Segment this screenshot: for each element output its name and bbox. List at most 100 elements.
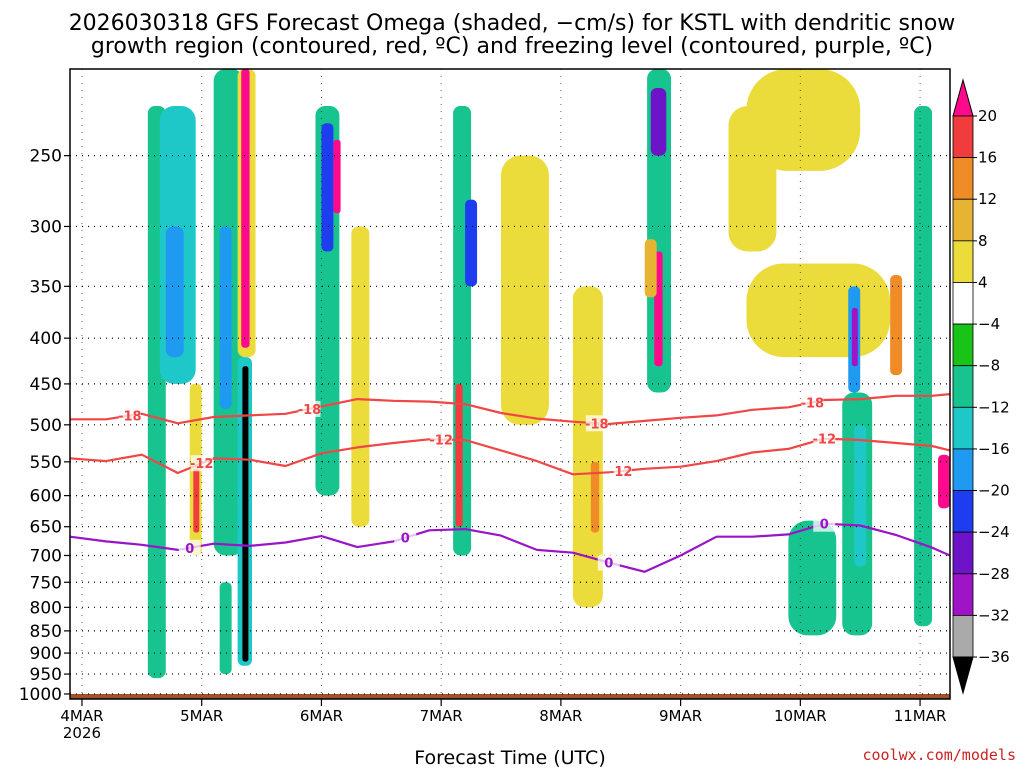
y-tick-label: 450 xyxy=(30,375,62,395)
omega-cell xyxy=(455,383,463,527)
contour-label-bg xyxy=(430,431,453,448)
colorbar-label: −28 xyxy=(978,565,1010,583)
chart-title-line-2: growth region (contoured, red, ºC) and f… xyxy=(91,34,933,59)
omega-cell xyxy=(788,520,837,636)
colorbar-bottom-arrow xyxy=(952,656,974,695)
omega-cell xyxy=(333,139,341,214)
colorbar-segment xyxy=(952,448,974,491)
chart-title-line-1: 2026030318 GFS Forecast Omega (shaded, −… xyxy=(69,11,956,36)
colorbar-label: −20 xyxy=(978,482,1010,500)
y-tick-label: 600 xyxy=(30,487,62,507)
contour-label-bg xyxy=(813,515,836,532)
colorbar-segment xyxy=(952,365,974,408)
contour-label: -18 xyxy=(298,403,322,418)
contour-label: 0 xyxy=(820,518,829,533)
omega-cell xyxy=(746,69,861,171)
colorbar-segment xyxy=(952,198,974,242)
grid xyxy=(70,69,950,699)
contour-label-bg xyxy=(813,430,836,447)
y-tick-label: 550 xyxy=(30,453,62,473)
x-tick-label: 11MAR xyxy=(894,707,947,725)
omega-cell xyxy=(321,123,334,252)
contour-label: -18 xyxy=(801,396,825,411)
colorbar-segment xyxy=(952,115,974,159)
contour-label: -12 xyxy=(429,434,453,449)
x-tick-label: 7MAR xyxy=(420,707,463,725)
colorbar-segment xyxy=(952,282,974,325)
colorbar-label: −32 xyxy=(978,606,1010,624)
y-tick-label: 800 xyxy=(30,598,62,618)
y-tick-label: 700 xyxy=(30,546,62,566)
colorbar-segment xyxy=(952,323,974,367)
x-tick-year: 2026 xyxy=(63,724,101,742)
colorbar-label: −36 xyxy=(978,648,1010,666)
contours: -18 -18 -18 -18 -12 -12 -12 -12 0 0 0 0 xyxy=(69,393,951,573)
omega-cell xyxy=(650,87,667,156)
omega-cell xyxy=(501,155,549,425)
y-tick-label: 900 xyxy=(30,644,62,664)
colorbar-segment xyxy=(952,240,974,283)
y-tick-label: 250 xyxy=(30,147,62,167)
y-tick-label: 400 xyxy=(30,329,62,349)
y-axis-ticks: 2503003504004505005506006507007508008509… xyxy=(19,147,70,705)
contour-label: -18 xyxy=(585,417,609,432)
x-tick-label: 10MAR xyxy=(774,707,827,725)
colorbar-label: 20 xyxy=(978,107,997,125)
contour-label-bg xyxy=(298,400,321,417)
surface-band xyxy=(70,693,950,699)
y-tick-label: 1000 xyxy=(19,685,62,705)
omega-cell xyxy=(890,275,903,376)
omega-cell xyxy=(938,454,950,509)
colorbar-segment xyxy=(952,157,974,200)
omega-cell xyxy=(219,582,232,675)
colorbar-segment xyxy=(952,573,974,616)
omega-cell xyxy=(590,461,600,533)
contour-label-bg xyxy=(609,463,632,480)
y-tick-label: 650 xyxy=(30,518,62,538)
contour-label: -18 xyxy=(118,410,142,425)
omega-cell xyxy=(465,199,478,287)
contour-label: 0 xyxy=(401,532,410,547)
colorbar-label: 4 xyxy=(978,273,988,291)
colorbar-label: −16 xyxy=(978,440,1010,458)
contour-label-bg xyxy=(597,554,620,571)
x-tick-label: 4MAR xyxy=(60,707,103,725)
colorbar-label: −8 xyxy=(978,357,1000,375)
contour-label-bg xyxy=(118,407,141,424)
x-tick-label: 8MAR xyxy=(539,707,582,725)
y-tick-label: 850 xyxy=(30,622,62,642)
contour-label-bg xyxy=(178,539,201,556)
contour-label: -12 xyxy=(190,457,214,472)
omega-cell xyxy=(914,106,933,627)
omega-cell xyxy=(193,468,200,533)
x-tick-label: 5MAR xyxy=(180,707,223,725)
colorbar-label: 8 xyxy=(978,232,988,250)
colorbar-segment xyxy=(952,614,974,658)
omega-cell xyxy=(644,239,657,298)
contour-label-bg xyxy=(585,415,608,432)
contour-label-bg xyxy=(190,455,213,472)
colorbar-segment xyxy=(952,406,974,450)
y-tick-label: 950 xyxy=(30,665,62,685)
omega-cell xyxy=(746,263,891,358)
contour-label-bg xyxy=(394,529,417,546)
x-tick-label: 9MAR xyxy=(659,707,702,725)
colorbar-label: −12 xyxy=(978,398,1010,416)
y-tick-label: 300 xyxy=(30,217,62,237)
omega-cell xyxy=(165,226,184,358)
y-tick-label: 500 xyxy=(30,416,62,436)
contour-label: -12 xyxy=(813,433,837,448)
y-tick-label: 750 xyxy=(30,573,62,593)
omega-cell xyxy=(854,424,867,567)
contour-label: 0 xyxy=(604,557,613,572)
contour-label: -12 xyxy=(609,465,633,480)
colorbar-label: 16 xyxy=(978,149,997,167)
x-tick-label: 6MAR xyxy=(300,707,343,725)
colorbar-segment xyxy=(952,531,974,575)
colorbar-label: 12 xyxy=(978,190,997,208)
colorbar-label: −24 xyxy=(978,523,1010,541)
omega-cell xyxy=(241,69,250,348)
credit-text: coolwx.com/models xyxy=(862,746,1016,764)
